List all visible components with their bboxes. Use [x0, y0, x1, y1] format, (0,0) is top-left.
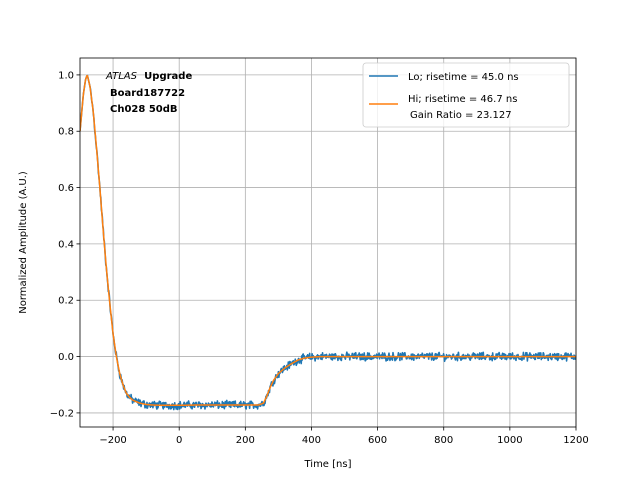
- legend: Lo; risetime = 45.0 ns Hi; risetime = 46…: [362, 62, 570, 128]
- plot-area: [80, 74, 576, 411]
- series-line-hi: [80, 74, 576, 407]
- x-tick-label: 1000: [497, 435, 522, 446]
- y-tick-label: 0.2: [58, 296, 74, 307]
- y-tick-label: 0.4: [58, 239, 74, 250]
- y-tick-label: 0.0: [58, 352, 74, 363]
- axis-ticks: −200 0 200 400 600 800 1000 1200 −0.2 0.0 0.2 0.4 0.…: [50, 70, 589, 446]
- y-tick-label: 0.8: [58, 127, 74, 138]
- x-tick-label: 400: [302, 435, 321, 446]
- svg-text:ATLAS Upgrade: ATLAS Upgrade: [105, 71, 192, 82]
- legend-box: [362, 62, 570, 128]
- x-tick-label: −200: [99, 435, 126, 446]
- legend-label-lo: Lo; risetime = 45.0 ns: [408, 72, 519, 83]
- y-tick-label: −0.2: [50, 408, 74, 419]
- annotation-channel: Ch028 50dB: [110, 104, 178, 115]
- x-axis-label: Time [ns]: [303, 459, 351, 470]
- y-tick-label: 0.6: [58, 183, 74, 194]
- y-axis-label: Normalized Amplitude (A.U.): [18, 171, 29, 314]
- x-tick-label: 800: [434, 435, 453, 446]
- x-tick-label: 0: [176, 435, 182, 446]
- legend-label-hi: Hi; risetime = 46.7 ns: [408, 94, 517, 105]
- annotation-experiment: ATLAS: [105, 71, 138, 82]
- x-tick-label: 600: [368, 435, 387, 446]
- y-tick-label: 1.0: [58, 70, 74, 81]
- x-tick-label: 1200: [563, 435, 588, 446]
- atlas-annotation: ATLAS Upgrade Board187722 Ch028 50dB: [105, 71, 192, 115]
- legend-label-hi-gain: Gain Ratio = 23.127: [410, 110, 512, 121]
- plot-frame: [79, 57, 577, 428]
- annotation-board: Board187722: [110, 88, 185, 99]
- x-tick-label: 200: [236, 435, 255, 446]
- annotation-upgrade: Upgrade: [144, 71, 192, 82]
